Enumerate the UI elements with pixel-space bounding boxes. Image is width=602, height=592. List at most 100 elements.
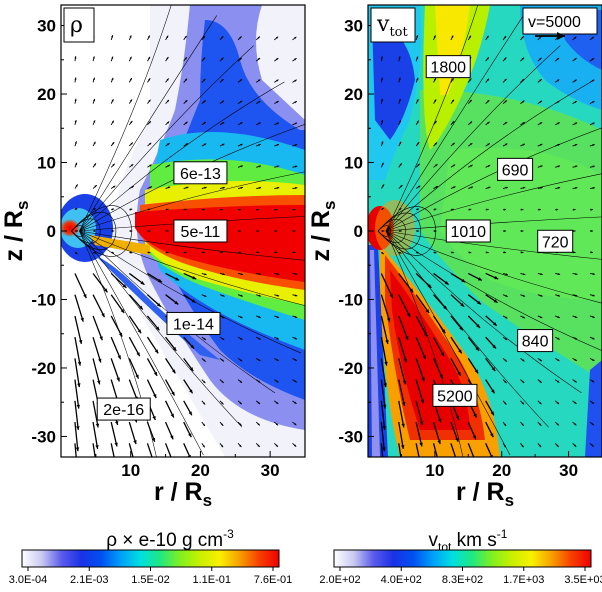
velocity-vector-head [398, 77, 401, 80]
velocity-vector-head [111, 35, 114, 38]
velocity-vector-head [129, 77, 132, 81]
velocity-vector-head [434, 99, 437, 102]
velocity-vector-head [399, 141, 402, 145]
velocity-vector-head [276, 79, 279, 82]
velocity-vector-head [240, 316, 243, 319]
velocity-vector [415, 400, 424, 426]
velocity-vector-head [381, 120, 384, 123]
velocity-vector-head [184, 78, 188, 81]
velocity-vector-head [202, 251, 205, 254]
y-tick-label: -10 [31, 290, 56, 309]
velocity-vector-head [156, 302, 161, 307]
velocity-vector [380, 443, 384, 457]
velocity-vector-head [112, 163, 115, 167]
open-field-line [385, 230, 602, 304]
velocity-vector-head [416, 251, 419, 254]
velocity-vector [92, 336, 102, 363]
velocity-vector-head [521, 444, 524, 448]
velocity-symbol: vtot [376, 12, 408, 40]
velocity-vector-head [204, 294, 207, 297]
colorbar-tick-label: 4.0E+02 [381, 574, 422, 586]
velocity-vector-head [487, 165, 491, 168]
velocity-vector-head [166, 121, 170, 124]
velocity-vector-head [557, 100, 560, 104]
velocity-vector-head [148, 229, 151, 233]
open-field-line [385, 230, 549, 428]
velocity-vector-head [455, 437, 459, 442]
velocity-vector-head [504, 402, 507, 405]
velocity-vector-head [416, 99, 419, 102]
velocity-vector-head [440, 352, 444, 357]
velocity-vector-head [99, 336, 103, 341]
velocity-vector-head [574, 58, 577, 61]
velocity-vector-head [469, 99, 472, 103]
velocity-vector-head [521, 402, 524, 405]
velocity-vector-head [294, 144, 298, 147]
velocity-vector-head [256, 208, 260, 211]
velocity-vector-head [93, 208, 96, 211]
velocity-vector-head [174, 300, 179, 305]
velocity-vector-head [486, 208, 489, 211]
velocity-vector-head [239, 423, 242, 426]
velocity-vector-head [398, 120, 401, 123]
velocity-vector-head [137, 329, 142, 334]
open-field-line [385, 230, 511, 456]
velocity-vector-head [575, 186, 578, 190]
velocity-vector-head [275, 36, 279, 39]
velocity-vector-head [556, 57, 560, 61]
velocity-vector-head [240, 122, 243, 125]
density-panel-label: ρ [63, 7, 95, 43]
velocity-vector-head [381, 251, 384, 255]
velocity-vector-head [522, 273, 526, 276]
velocity-vector-head [203, 78, 206, 82]
velocity-vector-head [540, 294, 543, 297]
velocity-vector-head [539, 359, 542, 362]
open-field-line [385, 81, 592, 232]
velocity-vector-head [504, 423, 507, 426]
velocity-vector-head [398, 56, 401, 59]
velocity-vector-head [294, 58, 297, 61]
velocity-vector-head [167, 186, 171, 189]
density-xlabel: r / Rs [154, 478, 212, 510]
velocity-vector-head [221, 57, 224, 60]
velocity-vector-head [93, 229, 97, 233]
velocity-vector [110, 294, 125, 314]
velocity-vector-head [74, 120, 77, 123]
closed-field-line [71, 225, 85, 237]
velocity-vector-head [135, 374, 139, 379]
velocity-vector [415, 358, 425, 382]
velocity-vector-head [492, 344, 497, 349]
colorbar-tick-label: 1.7E+03 [503, 574, 544, 586]
velocity-vector-head [590, 208, 593, 211]
velocity-vector-head [202, 36, 205, 39]
velocity-vector-head [166, 99, 169, 103]
velocity-vector-head [451, 251, 454, 254]
velocity-vector-head [590, 251, 593, 254]
velocity-vector-head [294, 122, 298, 125]
contour-label: 690 [502, 162, 529, 179]
velocity-vector-head [220, 251, 223, 254]
velocity-vector-head [503, 229, 507, 233]
open-field-line [385, 230, 602, 351]
velocity-vector-head [574, 36, 577, 39]
velocity-vector-head [470, 164, 473, 167]
velocity-vector-head [451, 99, 454, 103]
velocity-vector-head [574, 315, 578, 318]
velocity-vector-head [539, 423, 542, 426]
velocity-vector [398, 273, 414, 293]
velocity-vector-head [203, 121, 206, 125]
velocity-vector-head [433, 35, 436, 38]
contour-label: 1e-14 [173, 316, 214, 333]
velocity-vector-head [401, 423, 405, 428]
velocity-vector-head [77, 361, 82, 366]
velocity-vector-head [294, 36, 297, 39]
velocity-vector-head [380, 77, 383, 80]
velocity-vector-head [494, 275, 499, 280]
contour-label: 720 [542, 234, 569, 251]
velocity-vector-head [573, 251, 576, 254]
velocity-vector-head [203, 359, 206, 362]
open-field-line [79, 230, 302, 354]
velocity-vector-head [101, 313, 105, 318]
velocity-vector-head [221, 122, 225, 125]
velocity-vector-head [521, 229, 524, 233]
